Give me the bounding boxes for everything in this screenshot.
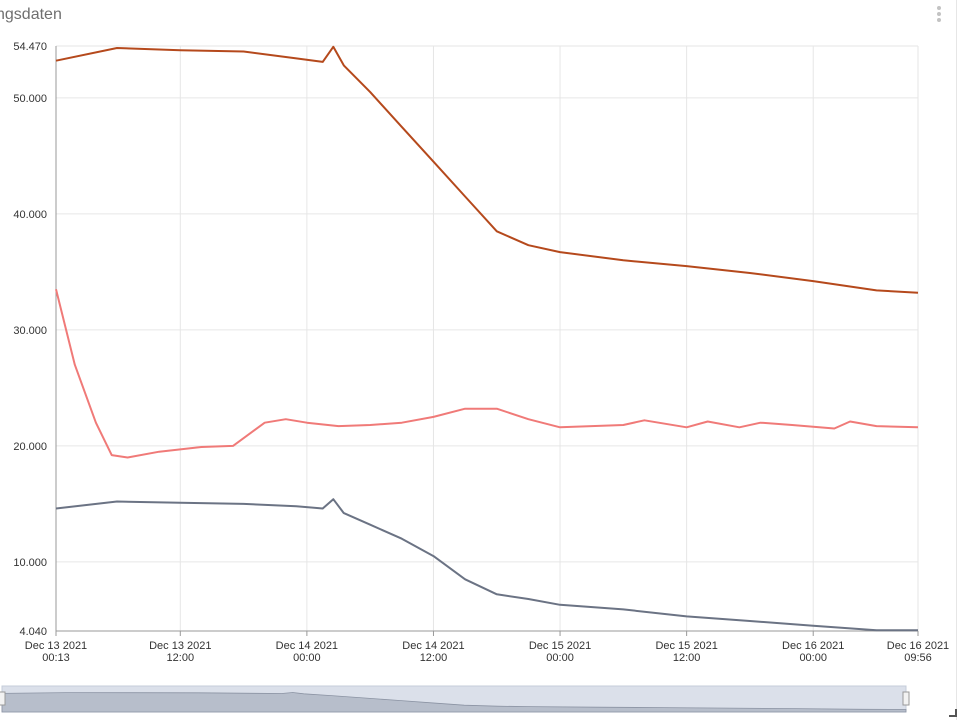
x-tick-label-date: Dec 15 2021 [529,640,591,652]
y-tick-label: 10.000 [13,557,47,569]
series-line-2 [55,289,919,459]
x-tick-label-time: 00:00 [546,652,574,664]
y-tick-label: 30.000 [13,325,47,337]
navigator-series-area [1,692,907,713]
y-tick-label: 54.470 [13,41,47,53]
navigator-handle-right[interactable] [902,691,910,706]
y-tick-label: 20.000 [13,441,47,453]
y-tick-label: 4.040 [19,626,47,638]
x-tick-label-time: 00:13 [42,652,70,664]
chart-title: ngsdaten [0,6,62,23]
panel-divider [956,0,957,720]
y-tick-label: 50.000 [13,93,47,105]
resize-handle-icon[interactable] [949,709,957,717]
x-tick-label-time: 12:00 [420,652,448,664]
x-tick-label-date: Dec 16 2021 [782,640,844,652]
x-tick-label-time: 09:56 [904,652,932,664]
x-tick-label-date: Dec 13 2021 [149,640,211,652]
x-tick-label-time: 12:00 [673,652,701,664]
series-line-3 [55,498,918,632]
x-tick-label-time: 12:00 [167,652,195,664]
x-tick-label-time: 00:00 [799,652,827,664]
x-tick-label-date: Dec 14 2021 [276,640,338,652]
x-tick-label-time: 00:00 [293,652,321,664]
x-tick-label-date: Dec 15 2021 [655,640,717,652]
x-tick-label-date: Dec 16 2021 [887,640,949,652]
chart-menu-icon[interactable] [933,6,945,26]
y-tick-label: 40.000 [13,209,47,221]
x-tick-label-date: Dec 13 2021 [25,640,87,652]
series-line-1 [55,45,919,294]
x-tick-label-date: Dec 14 2021 [402,640,464,652]
navigator-handle-left[interactable] [0,691,6,706]
